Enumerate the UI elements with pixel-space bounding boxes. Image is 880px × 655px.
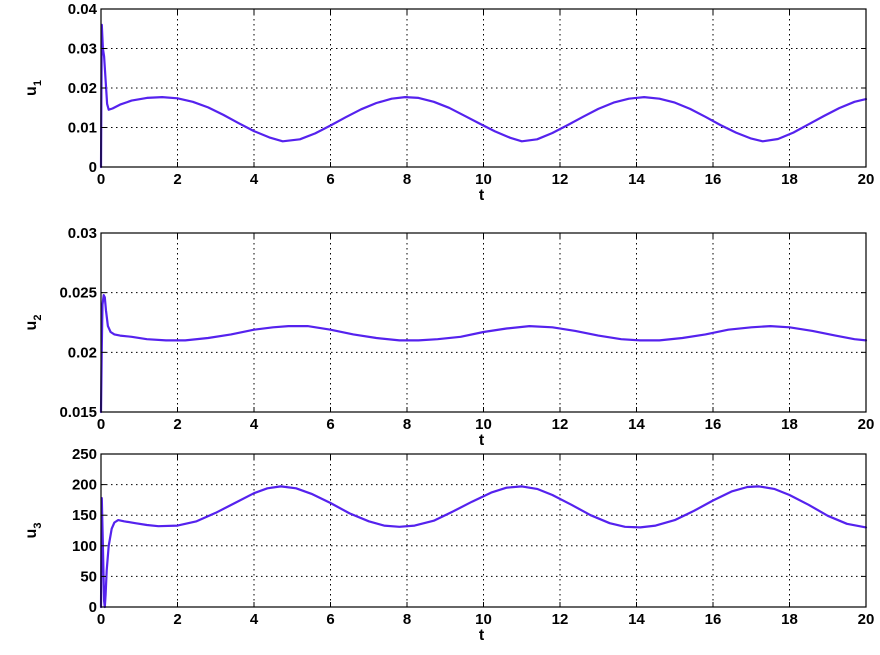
x-tick-label: 6: [326, 416, 334, 433]
subplot-u2: 0 2 4 6 8 10 12 14 16 18 20 0.015 0.02 0.025 0.03 t u2: [23, 225, 874, 449]
y-tick-label: 50: [80, 568, 97, 585]
y-axis-label-subscript: 3: [32, 523, 44, 529]
y-tick-label: 0: [89, 599, 97, 616]
y-tick-label: 0.03: [68, 225, 97, 242]
x-tick-label: 20: [858, 611, 875, 628]
x-tick-label: 14: [628, 416, 645, 433]
x-tick-label: 14: [628, 171, 645, 188]
series-line-u2: [99, 294, 868, 414]
y-tick-label: 0.02: [68, 344, 97, 361]
x-tick-label: 16: [705, 171, 722, 188]
y-axis-label: u1: [23, 80, 44, 96]
y-axis-label: u2: [23, 315, 44, 331]
x-tick-label: 6: [326, 171, 334, 188]
x-tick-label: 0: [97, 416, 105, 433]
x-tick-label: 4: [250, 611, 259, 628]
subplot-u1: 0 2 4 6 8 10 12 14 16 18 20 0 0.01 0.02 0.03 0.04 t u1: [23, 1, 874, 204]
x-tick-label: 10: [475, 416, 492, 433]
y-tick-label: 100: [72, 538, 97, 555]
x-tick-label: 16: [705, 416, 722, 433]
x-tick-label: 20: [858, 416, 875, 433]
x-tick-label: 0: [97, 171, 105, 188]
y-tick-label: 0: [89, 159, 97, 176]
y-tick-label: 0.015: [59, 404, 97, 421]
y-tick-label: 0.025: [59, 285, 97, 302]
y-axis-label: u3: [23, 523, 44, 539]
y-axis-label-subscript: 2: [32, 315, 44, 321]
x-tick-label: 12: [552, 416, 569, 433]
y-tick-label: 150: [72, 507, 97, 524]
x-tick-label: 16: [705, 611, 722, 628]
x-tick-label: 8: [403, 611, 411, 628]
x-tick-label: 12: [552, 171, 569, 188]
x-tick-label: 8: [403, 416, 411, 433]
x-tick-label: 2: [173, 611, 181, 628]
x-tick-label: 2: [173, 171, 181, 188]
y-tick-label: 200: [72, 477, 97, 494]
x-tick-label: 8: [403, 171, 411, 188]
series-line-u3: [99, 485, 868, 609]
x-tick-label: 18: [781, 171, 798, 188]
plot-frame: [100, 232, 867, 413]
x-tick-label: 2: [173, 416, 181, 433]
x-axis-label: t: [479, 627, 485, 644]
x-tick-label: 4: [250, 171, 259, 188]
y-tick-label: 0.02: [68, 80, 97, 97]
x-tick-label: 12: [552, 611, 569, 628]
x-tick-label: 10: [475, 611, 492, 628]
x-tick-label: 0: [97, 611, 105, 628]
x-tick-label: 20: [858, 171, 875, 188]
x-tick-label: 18: [781, 611, 798, 628]
y-tick-label: 0.03: [68, 41, 97, 58]
x-tick-label: 6: [326, 611, 334, 628]
x-axis-label: t: [479, 187, 485, 204]
x-tick-label: 14: [628, 611, 645, 628]
y-tick-label: 250: [72, 446, 97, 463]
y-axis-label-subscript: 1: [32, 80, 44, 86]
x-tick-label: 4: [250, 416, 259, 433]
x-tick-label: 10: [475, 171, 492, 188]
series-line-u1: [99, 23, 868, 169]
x-axis-label: t: [479, 432, 485, 449]
y-tick-label: 0.01: [68, 120, 97, 137]
x-tick-label: 18: [781, 416, 798, 433]
y-tick-label: 0.04: [68, 1, 98, 18]
